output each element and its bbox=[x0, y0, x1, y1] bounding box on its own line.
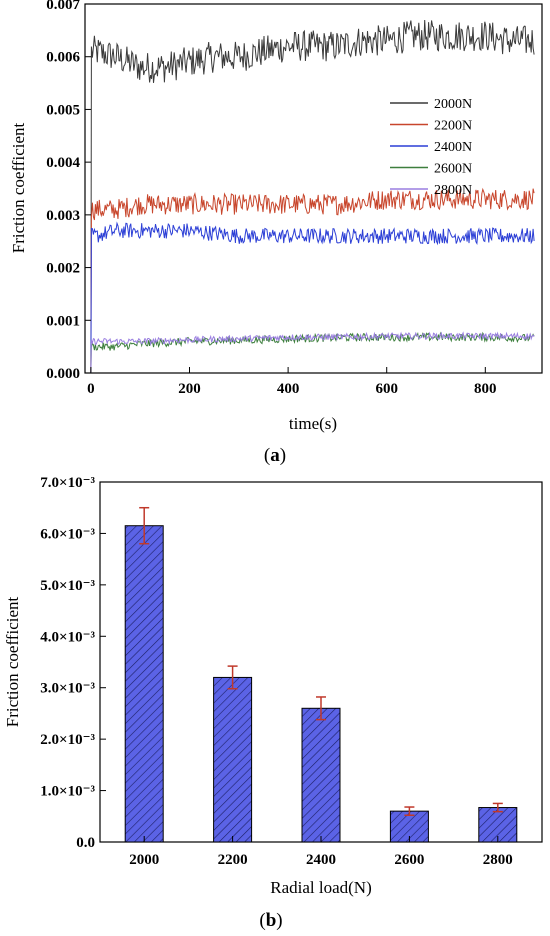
x-tick-label: 800 bbox=[474, 381, 497, 397]
series-line-2200N bbox=[90, 187, 535, 374]
panel-letter-b: b bbox=[266, 910, 277, 931]
x-axis-ticks-a: 0 200 400 600 800 bbox=[87, 367, 497, 397]
y-tick-label: 0.006 bbox=[46, 50, 80, 66]
y-tick-label: 0.005 bbox=[46, 102, 80, 118]
y-axis-ticks-a: 0.000 0.001 0.002 0.003 0.004 0.005 0.006 0.007 bbox=[46, 0, 91, 382]
y-tick-label: 4.0×10⁻³ bbox=[40, 629, 95, 645]
y-tick-label: 1.0×10⁻³ bbox=[40, 784, 95, 800]
panel-letter-a: a bbox=[270, 445, 280, 466]
y-tick-label: 0.003 bbox=[46, 208, 80, 224]
x-tick-label: 2600 bbox=[394, 852, 424, 868]
y-tick-label: 0.0 bbox=[76, 835, 95, 851]
legend-label: 2400N bbox=[434, 140, 472, 155]
bar-2000 bbox=[124, 525, 164, 843]
legend-label: 2000N bbox=[434, 97, 472, 112]
x-tick-label: 2800 bbox=[483, 852, 513, 868]
x-axis-ticks-b: 2000 2200 2400 2600 2800 bbox=[129, 836, 513, 868]
legend-label: 2800N bbox=[434, 183, 472, 198]
x-tick-label: 2000 bbox=[129, 852, 159, 868]
legend-label: 2600N bbox=[434, 162, 472, 177]
x-axis-label-b: Radial load(N) bbox=[270, 878, 372, 897]
y-axis-ticks-b: 0.0 1.0×10⁻³ 2.0×10⁻³ 3.0×10⁻³ 4.0×10⁻³ 5.0×1… bbox=[40, 475, 106, 851]
y-axis-label-a: Friction coefficient bbox=[9, 123, 28, 254]
y-tick-label: 0.001 bbox=[46, 313, 80, 329]
plot-frame-a bbox=[84, 3, 543, 374]
y-tick-label: 7.0×10⁻³ bbox=[40, 475, 95, 491]
y-tick-label: 2.0×10⁻³ bbox=[40, 732, 95, 748]
panel-label-b: (b) bbox=[259, 910, 282, 931]
y-tick-label: 3.0×10⁻³ bbox=[40, 681, 95, 697]
panel-label-a: (a) bbox=[264, 445, 286, 466]
y-tick-label: 0.004 bbox=[46, 155, 80, 171]
x-tick-label: 0 bbox=[87, 381, 95, 397]
x-tick-label: 200 bbox=[178, 381, 201, 397]
x-tick-label: 400 bbox=[277, 381, 300, 397]
series-lines-a bbox=[90, 19, 535, 374]
y-tick-label: 0.002 bbox=[46, 261, 80, 277]
legend-a: 2000N 2200N 2400N 2600N 2800N bbox=[390, 97, 472, 198]
series-line-2400N bbox=[90, 221, 535, 374]
bars-b bbox=[124, 506, 518, 843]
bar-2200 bbox=[213, 676, 253, 843]
x-tick-label: 2400 bbox=[306, 852, 336, 868]
x-tick-label: 600 bbox=[375, 381, 398, 397]
series-line-2800N bbox=[90, 331, 535, 374]
line-chart-panel-a: 0.000 0.001 0.002 0.003 0.004 0.005 0.006 0.007… bbox=[9, 0, 543, 466]
bar-chart-panel-b: 0.0 1.0×10⁻³ 2.0×10⁻³ 3.0×10⁻³ 4.0×10⁻³ 5.0×1… bbox=[3, 475, 543, 931]
series-line-2000N bbox=[90, 19, 535, 374]
x-axis-label-a: time(s) bbox=[289, 414, 337, 433]
bar-2400 bbox=[301, 707, 341, 843]
y-tick-label: 0.007 bbox=[46, 0, 80, 13]
y-tick-label: 6.0×10⁻³ bbox=[40, 526, 95, 542]
y-tick-label: 5.0×10⁻³ bbox=[40, 578, 95, 594]
y-axis-label-b: Friction coefficient bbox=[3, 597, 22, 728]
y-tick-label: 0.000 bbox=[46, 366, 80, 382]
legend-label: 2200N bbox=[434, 119, 472, 134]
x-tick-label: 2200 bbox=[218, 852, 248, 868]
